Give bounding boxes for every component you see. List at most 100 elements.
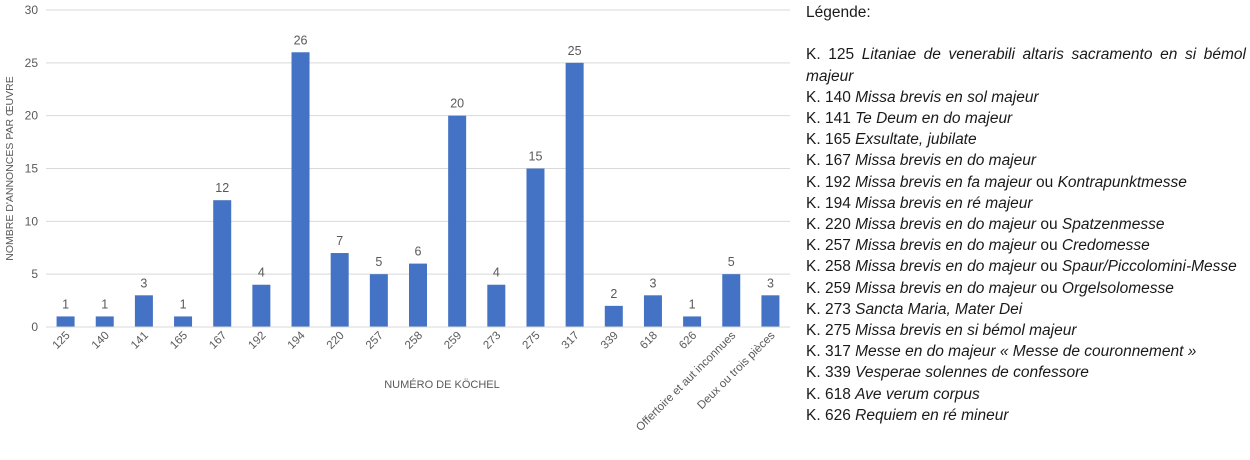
- legend-item-title: Exsultate, jubilate: [855, 131, 977, 149]
- legend-item: K. 141 Te Deum en do majeur: [806, 108, 1246, 129]
- x-tick-label: 220: [325, 330, 347, 352]
- legend-item-prefix: K. 275: [806, 322, 856, 340]
- bar: [56, 316, 75, 327]
- bar: [213, 200, 232, 327]
- bar: [291, 52, 310, 328]
- legend-items: K. 125 Litaniae de venerabili altaris sa…: [806, 44, 1246, 426]
- data-label: 5: [728, 255, 735, 269]
- legend-item-title: Ave verum corpus: [855, 385, 980, 403]
- data-label: 4: [493, 266, 500, 280]
- x-tick-label: 259: [442, 330, 464, 352]
- bar: [330, 253, 349, 327]
- legend-item-title: Litaniae de venerabili altaris sacrament…: [806, 46, 1246, 85]
- legend-item: K. 339 Vesperae solennes de confessore: [806, 362, 1246, 383]
- bar: [643, 295, 662, 327]
- x-tick-label: 167: [207, 330, 229, 352]
- bar: [683, 316, 702, 327]
- bar: [134, 295, 153, 327]
- legend-item: K. 165 Exsultate, jubilate: [806, 129, 1246, 150]
- bar: [369, 274, 388, 327]
- legend-item-prefix: K. 192: [806, 173, 856, 191]
- y-tick-label: 20: [25, 109, 39, 123]
- x-tick-label: 258: [403, 330, 425, 352]
- data-label: 1: [180, 297, 187, 311]
- legend: Légende: K. 125 Litaniae de venerabili a…: [806, 2, 1246, 426]
- legend-item-prefix: K. 339: [806, 364, 856, 382]
- legend-item: K. 194 Missa brevis en ré majeur: [806, 193, 1246, 214]
- x-tick-label: 273: [481, 330, 503, 352]
- x-tick-label: Deux ou trois pièces: [695, 329, 777, 411]
- bar: [174, 316, 193, 327]
- y-axis-label: NOMBRE D'ANNONCES PAR ŒUVRE: [4, 76, 16, 260]
- legend-title: Légende:: [806, 4, 871, 21]
- legend-item: K. 317 Messe en do majeur « Messe de cou…: [806, 341, 1246, 362]
- legend-item-conj: ou: [1036, 258, 1062, 276]
- legend-item: K. 259 Missa brevis en do majeur ou Orge…: [806, 278, 1246, 299]
- data-label: 7: [336, 234, 343, 248]
- bar: [565, 62, 584, 327]
- data-label: 5: [375, 255, 382, 269]
- legend-item: K. 618 Ave verum corpus: [806, 384, 1246, 405]
- y-tick-label: 15: [25, 162, 39, 176]
- x-tick-label: 194: [286, 329, 308, 351]
- legend-item-prefix: K. 125: [806, 46, 862, 64]
- legend-item: K. 220 Missa brevis en do majeur ou Spat…: [806, 214, 1246, 235]
- legend-item-title: Messe en do majeur « Messe de couronneme…: [855, 343, 1197, 361]
- legend-item-title: Sancta Maria, Mater Dei: [855, 300, 1023, 318]
- legend-item-conj: ou: [1036, 216, 1062, 234]
- legend-item-title: Missa brevis en fa majeur: [855, 173, 1032, 191]
- y-axis-ticks: 0 5 10 15 20 25 30: [25, 3, 39, 334]
- x-tick-label: 275: [521, 330, 543, 352]
- legend-item-prefix: K. 165: [806, 131, 856, 149]
- bars: [56, 52, 780, 328]
- legend-item: K. 626 Requiem en ré mineur: [806, 405, 1246, 426]
- y-tick-label: 25: [25, 56, 39, 70]
- x-tick-label: 140: [90, 330, 112, 352]
- legend-item-alt: Spatzenmesse: [1061, 216, 1165, 234]
- y-tick-label: 5: [31, 267, 38, 281]
- x-tick-label: 165: [168, 330, 190, 352]
- bar: [252, 284, 271, 327]
- legend-item: K. 192 Missa brevis en fa majeur ou Kont…: [806, 172, 1246, 193]
- legend-item-alt: Orgelsolomesse: [1061, 279, 1174, 297]
- x-tick-label: 626: [677, 330, 699, 352]
- legend-item-title: Missa brevis en sol majeur: [855, 88, 1039, 106]
- legend-item-title: Missa brevis en ré majeur: [855, 194, 1033, 212]
- legend-item-title: Missa brevis en do majeur: [855, 237, 1037, 255]
- data-label: 1: [689, 297, 696, 311]
- y-tick-label: 10: [25, 214, 39, 228]
- data-label: 4: [258, 266, 265, 280]
- legend-item-prefix: K. 273: [806, 300, 856, 318]
- data-label: 26: [294, 33, 308, 47]
- legend-item-conj: ou: [1031, 173, 1058, 191]
- y-tick-label: 30: [25, 3, 39, 17]
- legend-item-prefix: K. 167: [806, 152, 856, 170]
- bar: [487, 284, 506, 327]
- x-tick-label: 192: [246, 330, 268, 352]
- legend-item-prefix: K. 140: [806, 88, 856, 106]
- x-tick-label: 618: [638, 330, 660, 352]
- data-label: 2: [610, 287, 617, 301]
- legend-item-prefix: K. 194: [806, 194, 856, 212]
- legend-item-title: Vesperae solennes de confessore: [855, 364, 1089, 382]
- legend-item-title: Missa brevis en do majeur: [855, 216, 1037, 234]
- legend-item-title: Missa brevis en do majeur: [855, 279, 1037, 297]
- x-tick-label: 141: [129, 330, 151, 352]
- legend-item: K. 257 Missa brevis en do majeur ou Cred…: [806, 235, 1246, 256]
- legend-item-prefix: K. 618: [806, 385, 856, 403]
- bar: [409, 263, 427, 327]
- legend-item: K. 258 Missa brevis en do majeur ou Spau…: [806, 256, 1246, 277]
- legend-item-title: Missa brevis en do majeur: [855, 258, 1037, 276]
- data-label: 6: [415, 245, 422, 259]
- legend-item-title: Missa brevis en si bémol majeur: [855, 322, 1077, 340]
- legend-item: K. 125 Litaniae de venerabili altaris sa…: [806, 44, 1246, 86]
- legend-item-title: Requiem en ré mineur: [855, 406, 1009, 424]
- bar: [604, 305, 623, 327]
- legend-item-conj: ou: [1036, 279, 1062, 297]
- bar: [448, 115, 467, 328]
- bar: [761, 295, 780, 327]
- legend-item-prefix: K. 141: [806, 110, 856, 127]
- legend-item-prefix: K. 257: [806, 237, 856, 255]
